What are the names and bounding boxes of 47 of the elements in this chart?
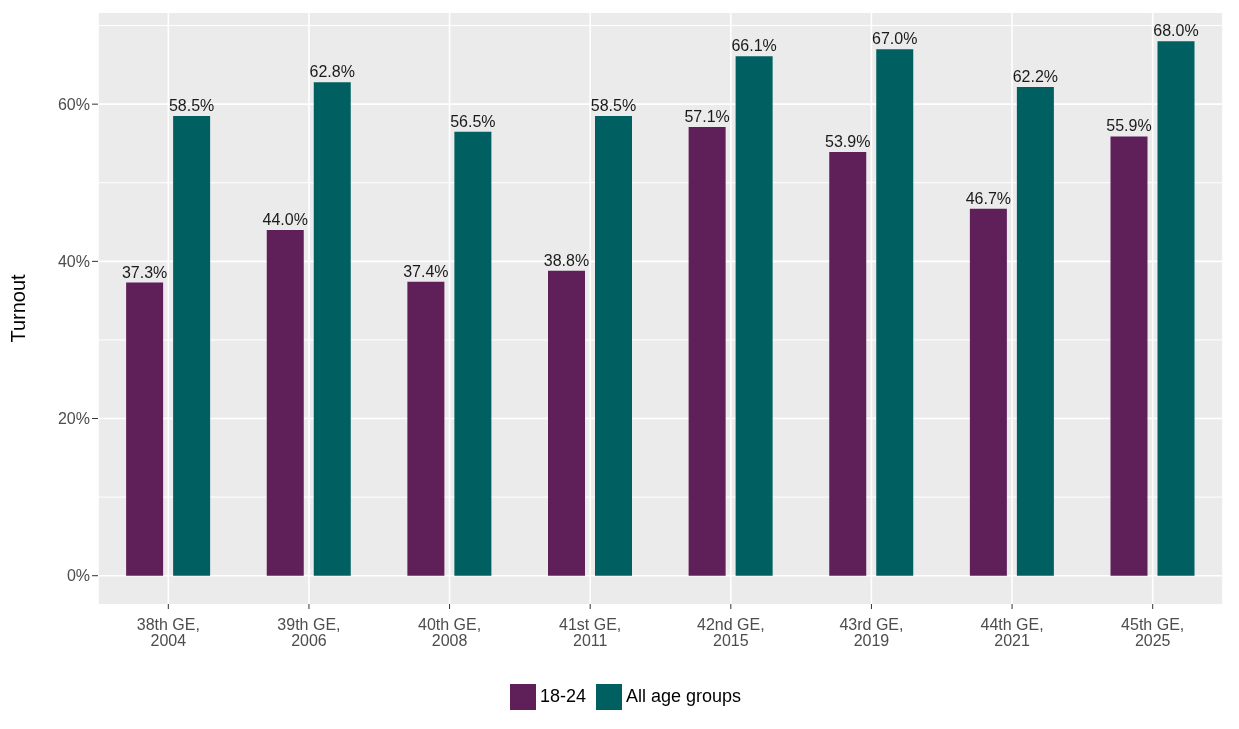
data-label: 56.5% bbox=[450, 112, 496, 130]
bar bbox=[735, 56, 773, 576]
legend-label: All age groups bbox=[625, 685, 742, 706]
x-tick-label: 40th GE, 2008 bbox=[417, 616, 482, 650]
data-label: 66.1% bbox=[731, 37, 777, 55]
data-label: 68.0% bbox=[1153, 22, 1199, 40]
y-tick-label: 40% bbox=[57, 253, 90, 271]
data-label: 58.5% bbox=[590, 96, 637, 114]
bar bbox=[407, 281, 445, 576]
data-label: 58.5% bbox=[168, 96, 215, 114]
bar bbox=[266, 229, 304, 576]
data-label: 44.0% bbox=[262, 210, 308, 228]
data-label: 57.1% bbox=[684, 107, 730, 125]
legend-label: 18-24 bbox=[539, 685, 586, 706]
y-tick-label: 0% bbox=[66, 567, 90, 585]
data-label: 55.9% bbox=[1106, 117, 1152, 135]
y-tick-label: 20% bbox=[57, 410, 90, 428]
bar bbox=[173, 115, 211, 576]
data-label: 62.8% bbox=[309, 63, 355, 81]
bar bbox=[1016, 86, 1054, 576]
data-label: 37.4% bbox=[403, 262, 449, 280]
bar bbox=[454, 131, 492, 576]
data-label: 62.2% bbox=[1012, 67, 1059, 85]
bar bbox=[1157, 41, 1195, 576]
x-tick-label: 41st GE, 2011 bbox=[559, 616, 622, 650]
bar bbox=[126, 282, 164, 576]
bar bbox=[969, 208, 1007, 576]
bar bbox=[876, 49, 914, 576]
x-tick-label: 43rd GE, 2019 bbox=[839, 616, 904, 650]
data-label: 46.7% bbox=[965, 189, 1012, 207]
bar bbox=[313, 82, 351, 576]
bar bbox=[595, 115, 632, 576]
bar bbox=[688, 126, 726, 576]
bar bbox=[1110, 136, 1148, 576]
bar bbox=[829, 152, 867, 576]
x-tick-label: 38th GE, 2004 bbox=[136, 616, 200, 650]
data-label: 53.9% bbox=[825, 133, 871, 151]
y-tick-label: 60% bbox=[57, 95, 90, 113]
y-axis-title: Turnout bbox=[7, 273, 30, 343]
bar bbox=[548, 270, 585, 576]
data-label: 67.0% bbox=[872, 30, 918, 48]
x-tick-label: 45th GE, 2025 bbox=[1121, 616, 1185, 650]
data-label: 38.8% bbox=[543, 251, 590, 269]
x-tick-label: 44th GE, 2021 bbox=[980, 616, 1044, 650]
x-tick-label: 39th GE, 2006 bbox=[277, 616, 341, 650]
x-tick-label: 42nd GE, 2015 bbox=[697, 616, 765, 650]
data-label: 37.3% bbox=[121, 263, 168, 281]
